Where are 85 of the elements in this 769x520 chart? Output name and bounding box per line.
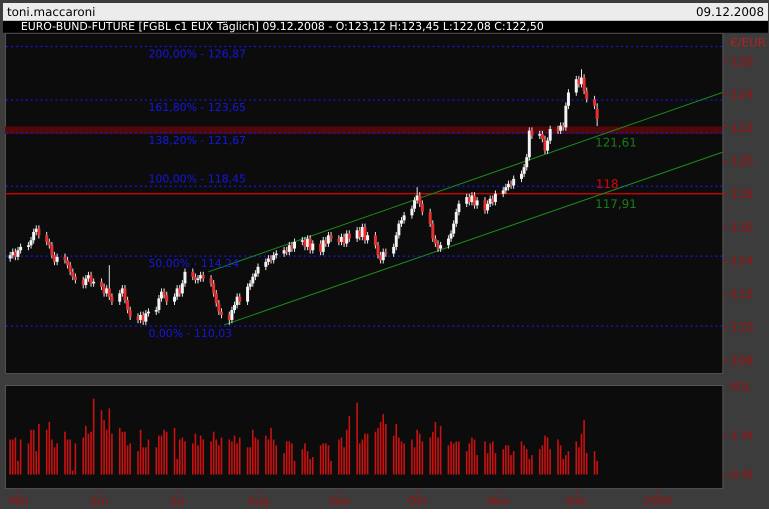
- candlestick: [574, 75, 578, 96]
- y-tick-label: 1 M: [730, 429, 752, 444]
- candlestick: [439, 241, 442, 252]
- y-tick-label: 122: [730, 120, 754, 135]
- annotation: 138,20% - 121,67: [148, 134, 246, 147]
- y-tick-label: 120: [730, 154, 754, 168]
- y-tick-label: 118: [730, 187, 754, 202]
- candlestick: [288, 241, 291, 256]
- annotation: 200,00% - 126,87: [148, 47, 246, 60]
- x-tick-label: 2009: [644, 494, 672, 508]
- candlestick: [144, 309, 148, 326]
- candlestick: [108, 264, 111, 301]
- candlestick: [436, 240, 440, 252]
- candlestick: [165, 291, 168, 306]
- candlestick: [105, 284, 108, 298]
- candlestick: [473, 192, 476, 210]
- candlestick: [56, 253, 59, 266]
- candlestick: [74, 272, 77, 284]
- candlestick: [142, 311, 145, 326]
- annotation: 100,00% - 118,45: [148, 172, 246, 186]
- x-tick-label: Aug: [248, 494, 270, 508]
- candlestick: [326, 231, 330, 248]
- candlestick: [90, 271, 93, 288]
- candlestick: [322, 236, 325, 256]
- candlestick: [348, 230, 351, 242]
- chart-title: EURO-BUND-FUTURE [FGBL c1 EUX Täglich] 09.12.2008 - O:123,12 H:123,45 L:122,08 C:122,50: [20, 20, 544, 33]
- candlestick: [504, 183, 508, 194]
- candlestick: [37, 224, 40, 240]
- candlestick: [559, 122, 562, 134]
- annotation: 161,80% - 123,65: [148, 100, 246, 114]
- y-tick-label: 110: [730, 320, 754, 334]
- annotation: 121,61: [595, 136, 637, 150]
- candlestick: [356, 226, 359, 242]
- candlestick: [486, 200, 490, 214]
- y-tick-label: 124: [730, 88, 754, 102]
- candlestick: [465, 193, 468, 208]
- candlestick: [382, 248, 385, 264]
- candlestick: [272, 251, 276, 264]
- candlestick: [266, 254, 270, 266]
- candlestick: [264, 258, 268, 271]
- candlestick: [282, 246, 286, 258]
- x-tick-label: Okt: [408, 494, 428, 508]
- text: €/EUR: [730, 36, 766, 50]
- candlestick: [82, 276, 85, 289]
- candlestick: [246, 282, 250, 306]
- candlestick: [32, 228, 36, 244]
- text: toni.maccaroni: [6, 4, 96, 19]
- y-tick-label: 108: [730, 353, 754, 368]
- candlestick: [308, 234, 312, 254]
- candlestick: [345, 230, 348, 248]
- candlestick: [176, 284, 179, 301]
- annotation: 117,91: [595, 197, 637, 212]
- candlestick: [363, 223, 366, 244]
- candlestick: [311, 240, 314, 254]
- candlestick: [202, 271, 205, 282]
- candlestick: [84, 274, 88, 289]
- candlestick: [191, 268, 194, 281]
- x-tick-label: Sep: [329, 494, 350, 508]
- y-tick-label: 114: [730, 254, 754, 268]
- candlestick: [16, 246, 20, 261]
- candlestick: [502, 186, 505, 198]
- text: 09.12.2008: [696, 4, 764, 19]
- annotation: 0,00% - 110,03: [148, 327, 232, 340]
- x-tick-label: Nov: [488, 494, 510, 508]
- y-tick-label: 116: [730, 220, 754, 234]
- y-axis-title: VOL: [728, 380, 752, 394]
- y-tick-label: 0 M: [730, 468, 752, 482]
- candlestick: [293, 238, 296, 252]
- candlestick: [251, 272, 254, 288]
- ref-line-label: 118: [596, 176, 619, 191]
- y-tick-label: 126: [730, 54, 754, 68]
- candlestick: [446, 234, 450, 250]
- candlestick: [45, 231, 48, 246]
- candlestick: [102, 282, 106, 298]
- y-tick-label: 112: [730, 286, 754, 301]
- candlestick: [494, 190, 497, 206]
- candlestick: [8, 251, 12, 262]
- candlestick: [512, 175, 516, 190]
- candlestick: [256, 263, 260, 278]
- x-tick-label: Jun: [90, 494, 108, 508]
- x-tick-label: Jul: [170, 494, 184, 508]
- candlestick: [402, 212, 406, 224]
- x-tick-label: Dez: [566, 494, 588, 508]
- x-tick-label: Mai: [8, 494, 28, 508]
- candlestick: [68, 261, 72, 276]
